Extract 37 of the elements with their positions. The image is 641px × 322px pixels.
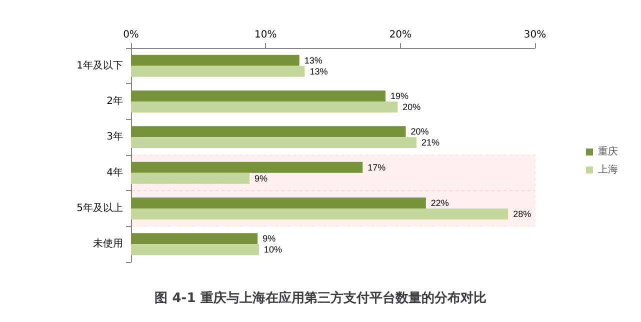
data-label: 19% xyxy=(390,91,409,101)
data-label: 21% xyxy=(421,138,440,148)
bar xyxy=(131,162,363,173)
data-label: 9% xyxy=(254,173,268,184)
x-tick-label: 10% xyxy=(254,30,277,40)
y-tick-label: 5年及以上 xyxy=(76,202,123,214)
x-tick-label: 0% xyxy=(123,30,139,40)
bar xyxy=(131,198,426,208)
x-tick-label: 20% xyxy=(389,30,412,40)
bar xyxy=(131,126,406,138)
legend-label: 重庆 xyxy=(598,146,618,158)
data-label: 13% xyxy=(310,66,328,76)
data-label: 10% xyxy=(264,244,282,255)
data-label: 28% xyxy=(513,209,532,219)
data-label: 20% xyxy=(402,102,421,112)
bar xyxy=(131,66,305,77)
y-tick-label: 3年 xyxy=(106,130,123,143)
y-tick-label: 2年 xyxy=(106,95,123,107)
x-tick-label: 30% xyxy=(524,30,546,40)
bar xyxy=(131,137,416,148)
y-tick-label: 1年及以下 xyxy=(76,59,123,72)
text: 图 4-1 重庆与上海在应用第三方支付平台数量的分布对比 xyxy=(154,290,486,306)
data-label: 9% xyxy=(262,234,276,244)
bar xyxy=(131,102,398,112)
data-label: 13% xyxy=(304,55,322,66)
data-label: 17% xyxy=(368,162,386,172)
bar xyxy=(131,54,300,66)
bar xyxy=(131,244,259,256)
data-label: 22% xyxy=(430,198,449,208)
y-tick-label: 4年 xyxy=(106,166,123,178)
bar xyxy=(131,90,386,102)
bar xyxy=(131,233,258,244)
legend-label: 上海 xyxy=(598,164,618,176)
data-label: 20% xyxy=(410,126,429,137)
bar xyxy=(131,172,250,184)
bar xyxy=(131,208,508,220)
y-tick-label: 未使用 xyxy=(93,238,123,250)
